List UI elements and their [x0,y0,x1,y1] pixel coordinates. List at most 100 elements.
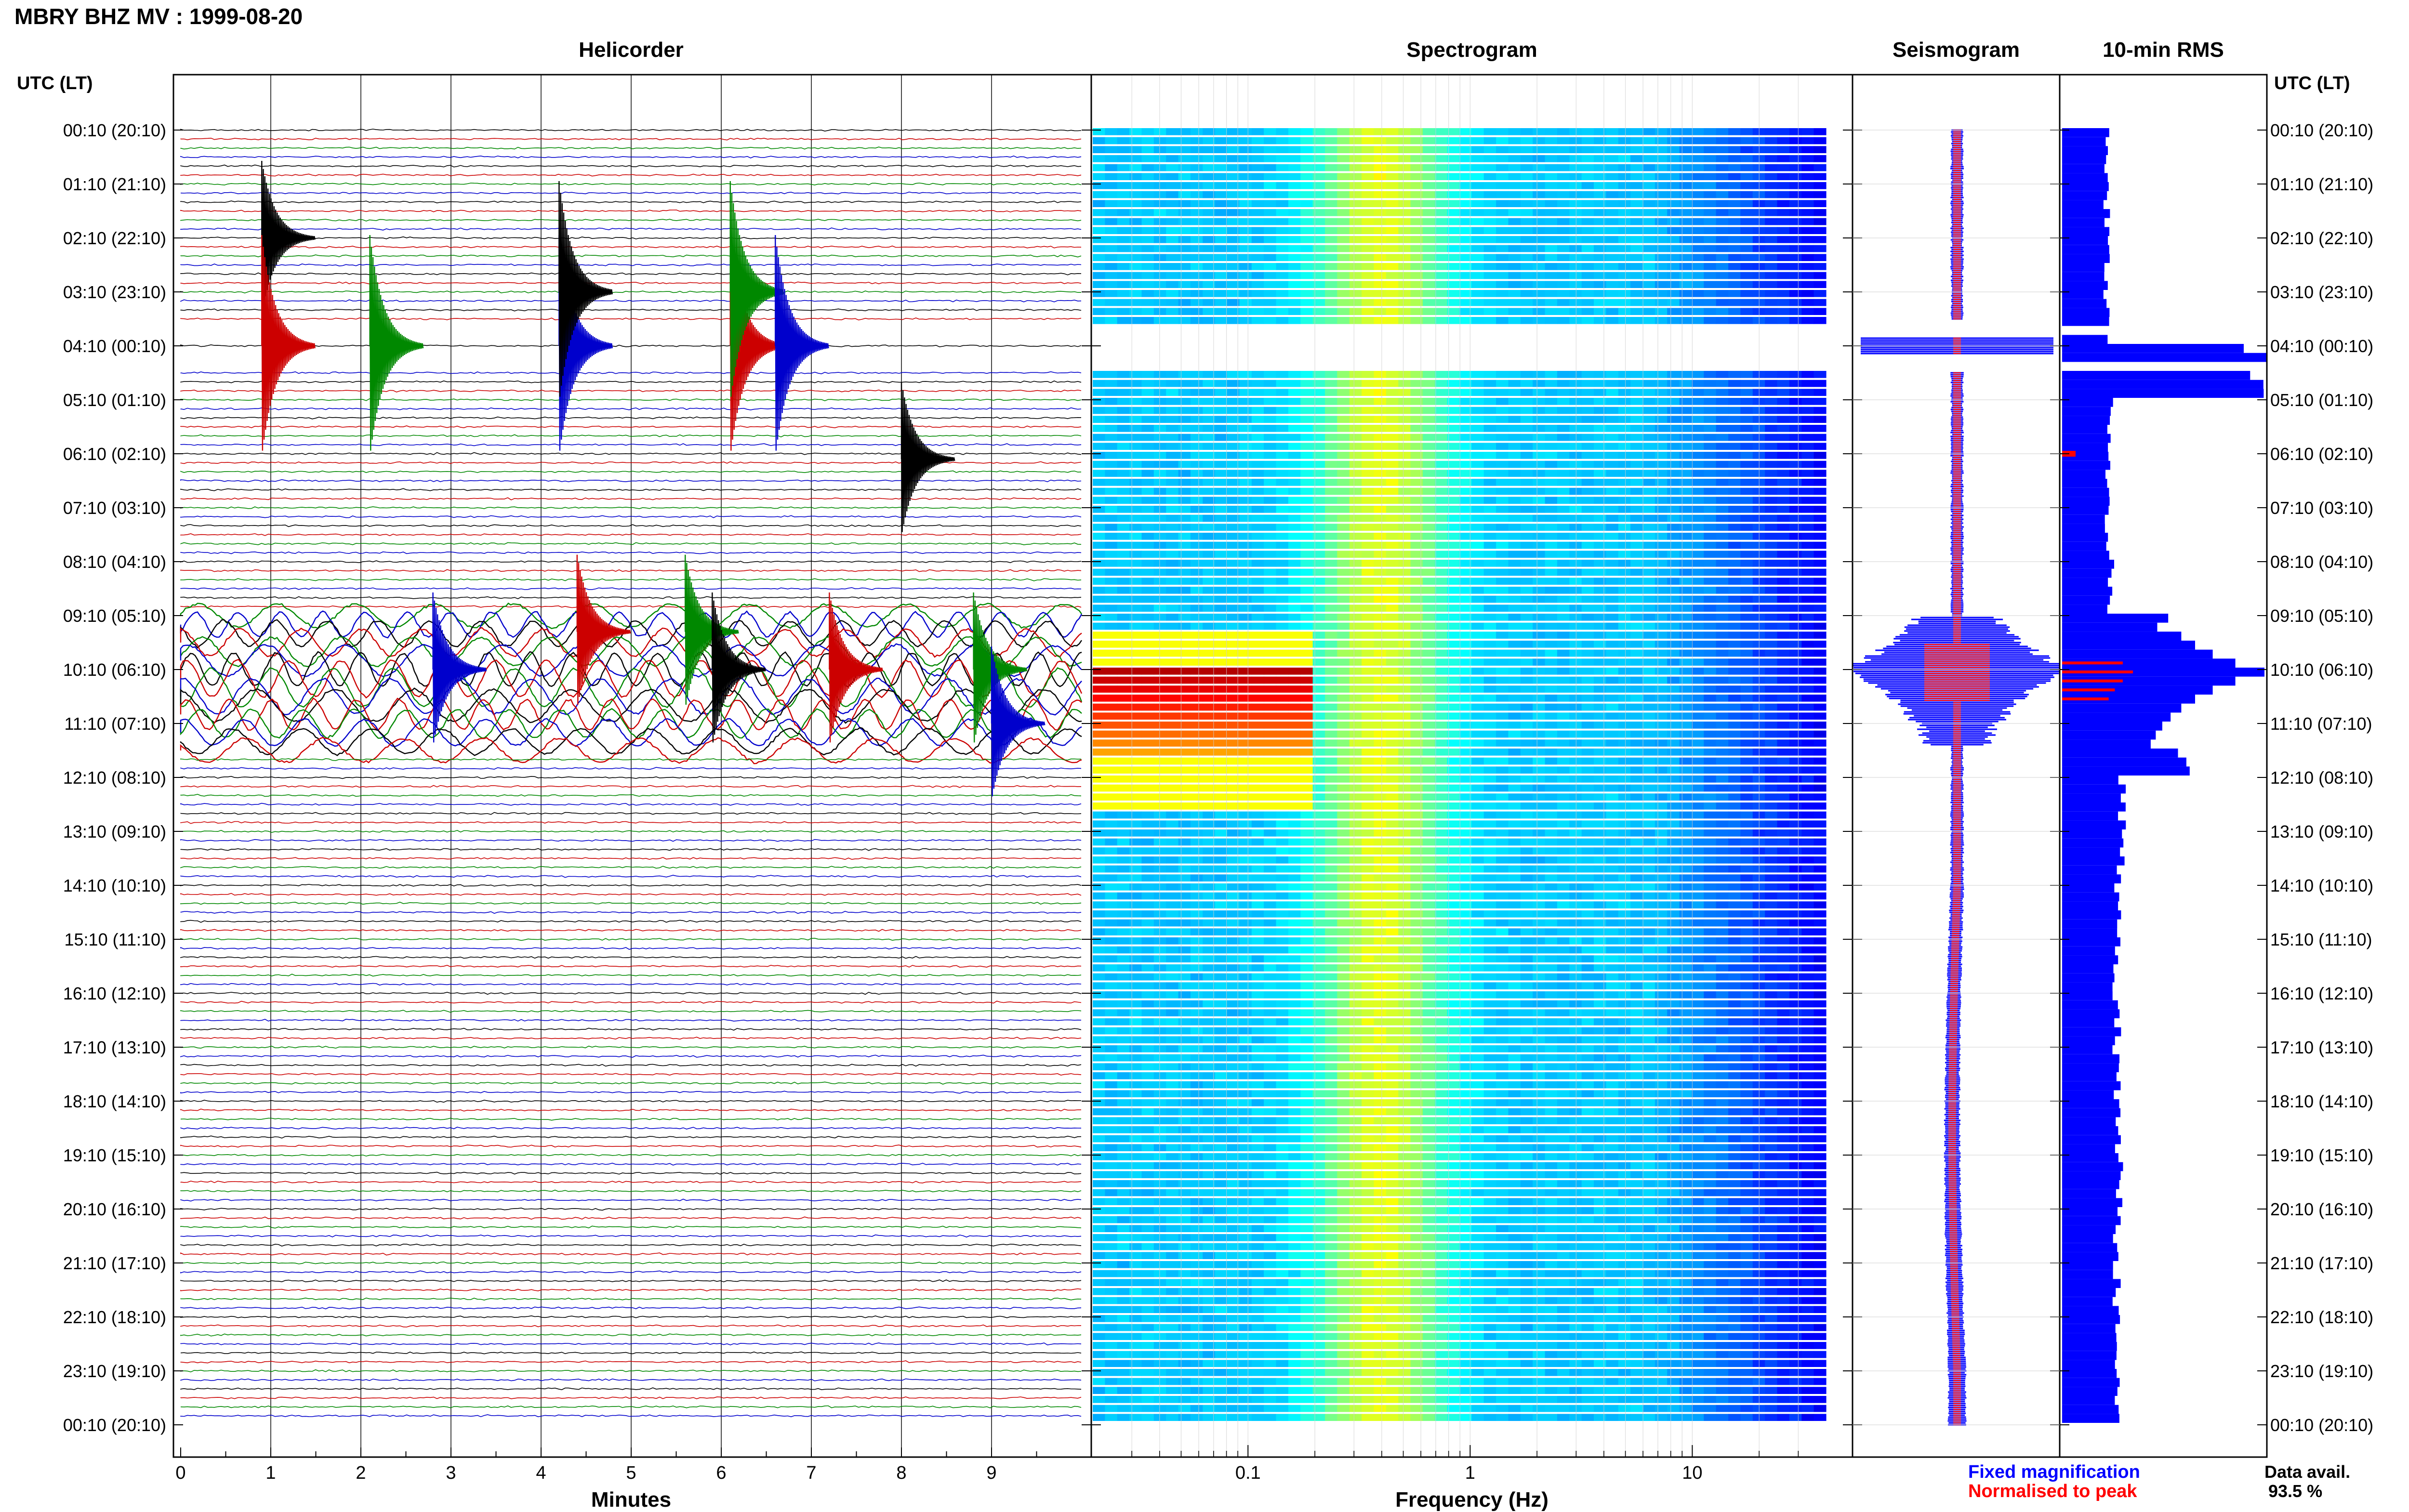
spectrogram-cell [1545,281,1558,288]
spectrogram-cell [1533,749,1546,756]
spectrogram-cell [1777,703,1790,711]
spectrogram-cell [1813,514,1827,522]
spectrogram-cell [1618,739,1631,747]
spectrogram-cell [1594,614,1606,621]
spectrogram-cell [1349,308,1362,315]
spectrogram-cell [1410,200,1423,207]
spectrogram-cell [1264,272,1277,279]
spectrogram-cell [1508,164,1521,171]
spectrogram-cell [1239,829,1252,837]
spectrogram-cell [1166,497,1179,504]
spectrogram-cell [1679,703,1692,711]
spectrogram-cell [1422,802,1435,810]
spectrogram-cell [1704,272,1717,279]
spectrogram-cell [1459,218,1472,225]
spectrogram-cell [1447,820,1460,828]
spectrogram-cell [1642,560,1655,567]
spectrogram-cell [1288,487,1301,495]
spectrogram-cell [1251,649,1264,657]
spectrogram-cell [1398,811,1411,819]
spectrogram-cell [1801,865,1814,873]
spectrogram-cell [1276,847,1289,855]
spectrogram-cell [1410,722,1423,729]
spectrogram-cell [1349,560,1362,567]
spectrogram-cell [1692,838,1704,846]
spectrogram-cell [1227,649,1240,657]
spectrogram-cell [1692,272,1704,279]
spectrogram-cell [1447,560,1460,567]
spectrogram-cell [1606,560,1619,567]
spectrogram-cell [1447,380,1460,387]
spectrogram-cell [1398,407,1411,414]
spectrogram-cell [1765,631,1778,639]
spectrogram-cell [1362,254,1375,261]
spectrogram-cell [1777,227,1790,234]
spectrogram-cell [1264,641,1277,648]
spectrogram-cell [1178,838,1191,846]
spectrogram-cell [1496,290,1509,297]
spectrogram-cell [1105,434,1118,441]
spectrogram-cell [1325,443,1337,450]
spectrogram-cell [1508,793,1521,801]
spectrogram-cell [1483,757,1496,765]
spectrogram-cell [1227,568,1240,576]
spectrogram-cell [1276,739,1289,747]
helicorder-trace [180,1378,1082,1381]
spectrogram-cell [1777,443,1790,450]
spectrogram-cell [1716,595,1729,603]
spectrogram-cell [1642,649,1655,657]
spectrogram-cell [1606,389,1619,396]
spectrogram-cell [1740,838,1753,846]
spectrogram-cell [1374,398,1387,405]
spectrogram-cell [1483,766,1496,774]
spectrogram-cell [1716,299,1729,306]
spectrogram-cell [1765,649,1778,657]
spectrogram-cell [1667,641,1680,648]
spectrogram-cell [1606,514,1619,522]
spectrogram-cell [1667,712,1680,720]
spectrogram-cell [1264,460,1277,468]
spectrogram-cell [1483,245,1496,252]
spectrogram-cell [1496,479,1509,486]
spectrogram-cell [1153,514,1166,522]
spectrogram-cell [1728,497,1741,504]
spectrogram-cell [1435,695,1448,702]
spectrogram-cell [1765,766,1778,774]
spectrogram-cell [1520,218,1533,225]
spectrogram-cell [1386,497,1399,504]
spectrogram-cell [1141,578,1154,585]
spectrogram-cell [1239,668,1252,675]
spectrogram-cell [1813,730,1827,738]
spectrogram-cell [1459,847,1472,855]
spectrogram-cell [1618,712,1631,720]
spectrogram-cell [1386,668,1399,675]
spectrogram-cell [1410,227,1423,234]
spectrogram-cell [1545,622,1558,630]
spectrogram-cell [1728,614,1741,621]
spectrogram-cell [1789,173,1802,180]
spectrogram-cell [1813,802,1827,810]
spectrogram-cell [1300,299,1313,306]
spectrogram-cell [1166,173,1179,180]
spectrogram-cell [1190,541,1203,549]
spectrogram-cell [1594,128,1606,135]
spectrogram-cell [1679,425,1692,432]
spectrogram-cell [1117,524,1130,531]
spectrogram-cell [1276,254,1289,261]
spectrogram-cell [1471,838,1484,846]
spectrogram-cell [1227,695,1240,702]
spectrogram-cell [1239,793,1252,801]
spectrogram-cell [1569,209,1582,216]
spectrogram-cell [1203,173,1216,180]
spectrogram-cell [1374,479,1387,486]
spectrogram-cell [1227,281,1240,288]
spectrogram-cell [1642,308,1655,315]
spectrogram-cell [1227,191,1240,198]
spectrogram-cell [1520,308,1533,315]
spectrogram-cell [1215,487,1228,495]
spectrogram-cell [1667,811,1680,819]
spectrogram-cell [1203,631,1216,639]
spectrogram-cell [1777,631,1790,639]
spectrogram-cell [1520,685,1533,693]
spectrogram-cell [1398,631,1411,639]
